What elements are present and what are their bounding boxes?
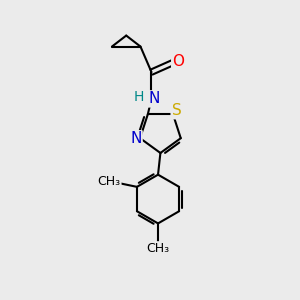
Text: CH₃: CH₃: [146, 242, 170, 255]
Text: N: N: [130, 131, 142, 146]
Text: H: H: [134, 90, 144, 104]
Text: CH₃: CH₃: [98, 175, 121, 188]
Text: N: N: [148, 92, 160, 106]
Text: S: S: [172, 103, 182, 118]
Text: O: O: [172, 54, 184, 69]
